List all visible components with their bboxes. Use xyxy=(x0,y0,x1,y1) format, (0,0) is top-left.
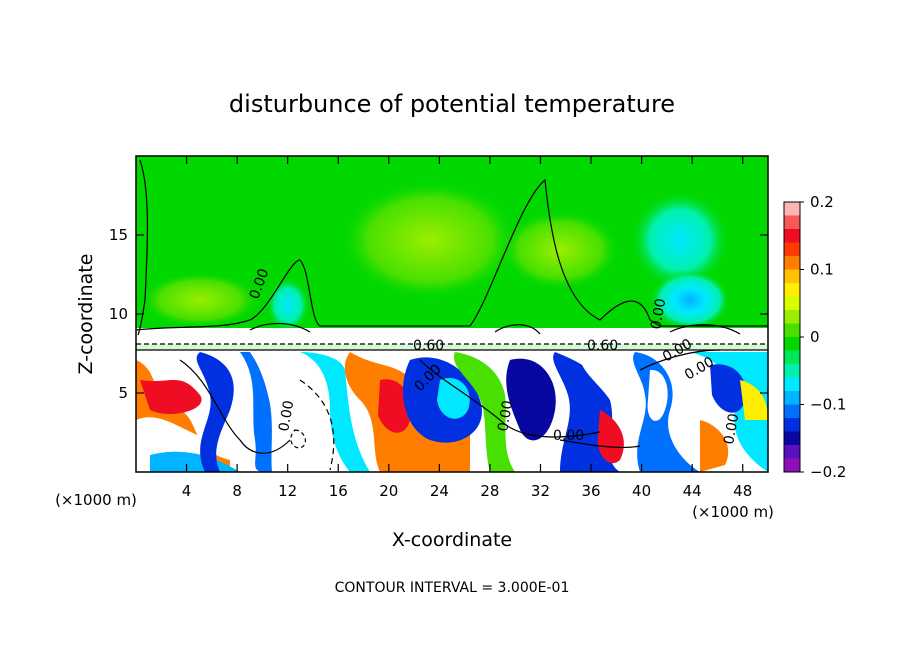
colorbar-swatch xyxy=(784,323,800,338)
colorbar-swatch xyxy=(784,256,800,270)
colorbar-swatch xyxy=(784,404,800,419)
colorbar-tick-label: −0.2 xyxy=(810,463,846,481)
x-axis-unit: (×1000 m) xyxy=(55,491,137,509)
colorbar-tick-label: 0.1 xyxy=(810,261,834,279)
x-tick-label: 20 xyxy=(379,482,398,500)
colorbar-swatch xyxy=(784,229,800,243)
colorbar-swatch xyxy=(784,418,800,432)
x-tick-label: 12 xyxy=(278,482,297,500)
x-tick-label: 48 xyxy=(733,482,752,500)
colorbar-tick-label: 0.2 xyxy=(810,193,834,211)
colorbar-tick-label: −0.1 xyxy=(810,396,846,414)
contour-label: 0.00 xyxy=(276,399,297,432)
x-axis-label: X-coordinate xyxy=(392,529,512,551)
contour-label: 0.60 xyxy=(587,338,618,354)
x-axis: 4 8 12 16 20 24 28 32 36 40 44 48 xyxy=(182,156,752,500)
colorbar-swatch xyxy=(784,283,800,297)
colorbar-swatch xyxy=(784,269,800,284)
x-tick-label: 32 xyxy=(531,482,550,500)
y-axis: 5 10 15 xyxy=(109,226,768,402)
colorbar-swatch xyxy=(784,242,800,257)
colorbar-swatch xyxy=(784,431,800,446)
colorbar-swatch xyxy=(784,202,800,216)
x-tick-label: 8 xyxy=(232,482,242,500)
contour-label: 0.00 xyxy=(721,412,742,445)
x-axis-unit-right: (×1000 m) xyxy=(692,503,774,521)
y-tick-label: 10 xyxy=(109,305,128,323)
contour-label: 0.60 xyxy=(413,338,444,354)
y-axis-label: Z-coordinate xyxy=(75,254,97,375)
colorbar-swatch xyxy=(784,364,800,378)
x-tick-label: 28 xyxy=(480,482,499,500)
colorbar-swatch xyxy=(784,296,800,311)
contour-label: 0.00 xyxy=(648,297,669,330)
colorbar-tick-label: 0 xyxy=(810,328,820,346)
contour-label: 0.00 xyxy=(495,399,516,432)
contour-label: 0.00 xyxy=(553,428,584,444)
heatmap-field: 0.00 0.60 0.00 0.60 0.00 0.00 0.00 0.00 … xyxy=(136,156,768,472)
chart-title: disturbunce of potential temperature xyxy=(229,90,675,118)
colorbar xyxy=(784,202,800,473)
colorbar-swatch xyxy=(784,458,800,473)
colorbar-ticks: 0.2 0.1 0 −0.1 −0.2 xyxy=(800,193,846,481)
x-tick-label: 24 xyxy=(430,482,449,500)
y-tick-label: 5 xyxy=(118,384,128,402)
x-tick-label: 36 xyxy=(581,482,600,500)
colorbar-swatch xyxy=(784,391,800,405)
x-tick-label: 4 xyxy=(182,482,192,500)
colorbar-swatch xyxy=(784,350,800,365)
contour-interval-note: CONTOUR INTERVAL = 3.000E-01 xyxy=(335,580,570,596)
x-tick-label: 16 xyxy=(329,482,348,500)
colorbar-swatch xyxy=(784,310,800,324)
colorbar-swatch xyxy=(784,337,800,351)
colorbar-swatch xyxy=(784,445,800,459)
y-tick-label: 15 xyxy=(109,226,128,244)
x-tick-label: 44 xyxy=(683,482,702,500)
x-tick-label: 40 xyxy=(632,482,651,500)
colorbar-swatch xyxy=(784,215,800,230)
colorbar-swatch xyxy=(784,377,800,392)
